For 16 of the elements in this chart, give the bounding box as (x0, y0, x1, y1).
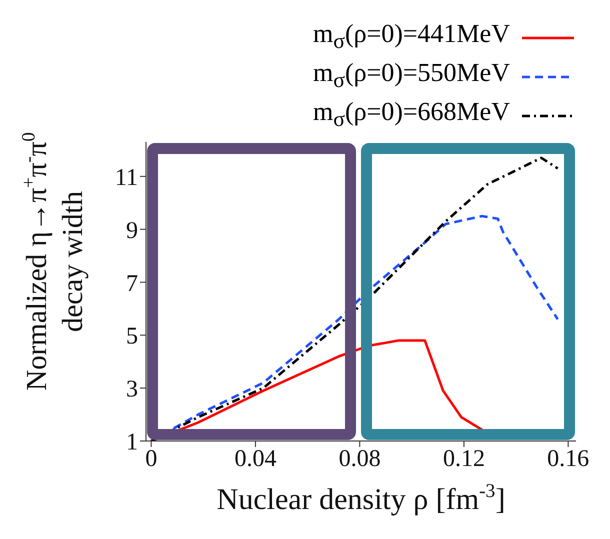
legend-label: m$_{σ}$(ρ=0)=441MeV (313, 18, 510, 56)
x-tick-label: 0.12 (442, 446, 485, 472)
line-series (150, 156, 560, 441)
y-tick-label: 1 (126, 430, 138, 456)
legend-label: m$_{σ}$(ρ=0)=550MeV (313, 57, 510, 94)
x-tick-label: 0 (145, 446, 158, 472)
y-tick-label: 5 (126, 324, 138, 350)
y-tick-label: 11 (114, 164, 138, 191)
x-tick-label: 0.04 (234, 446, 276, 472)
y-tick-label: 7 (126, 270, 138, 297)
y-tick-label: 3 (126, 376, 138, 403)
legend-label: m$_{σ}$(ρ=0)=668MeV (313, 96, 510, 134)
x-tick-label: 0.16 (547, 446, 590, 472)
y-tick-label: 9 (126, 218, 138, 244)
x-axis-title: Nuclear density ρ [fm$^{-3}$] (216, 481, 506, 516)
x-tick-label: 0.08 (338, 446, 381, 472)
